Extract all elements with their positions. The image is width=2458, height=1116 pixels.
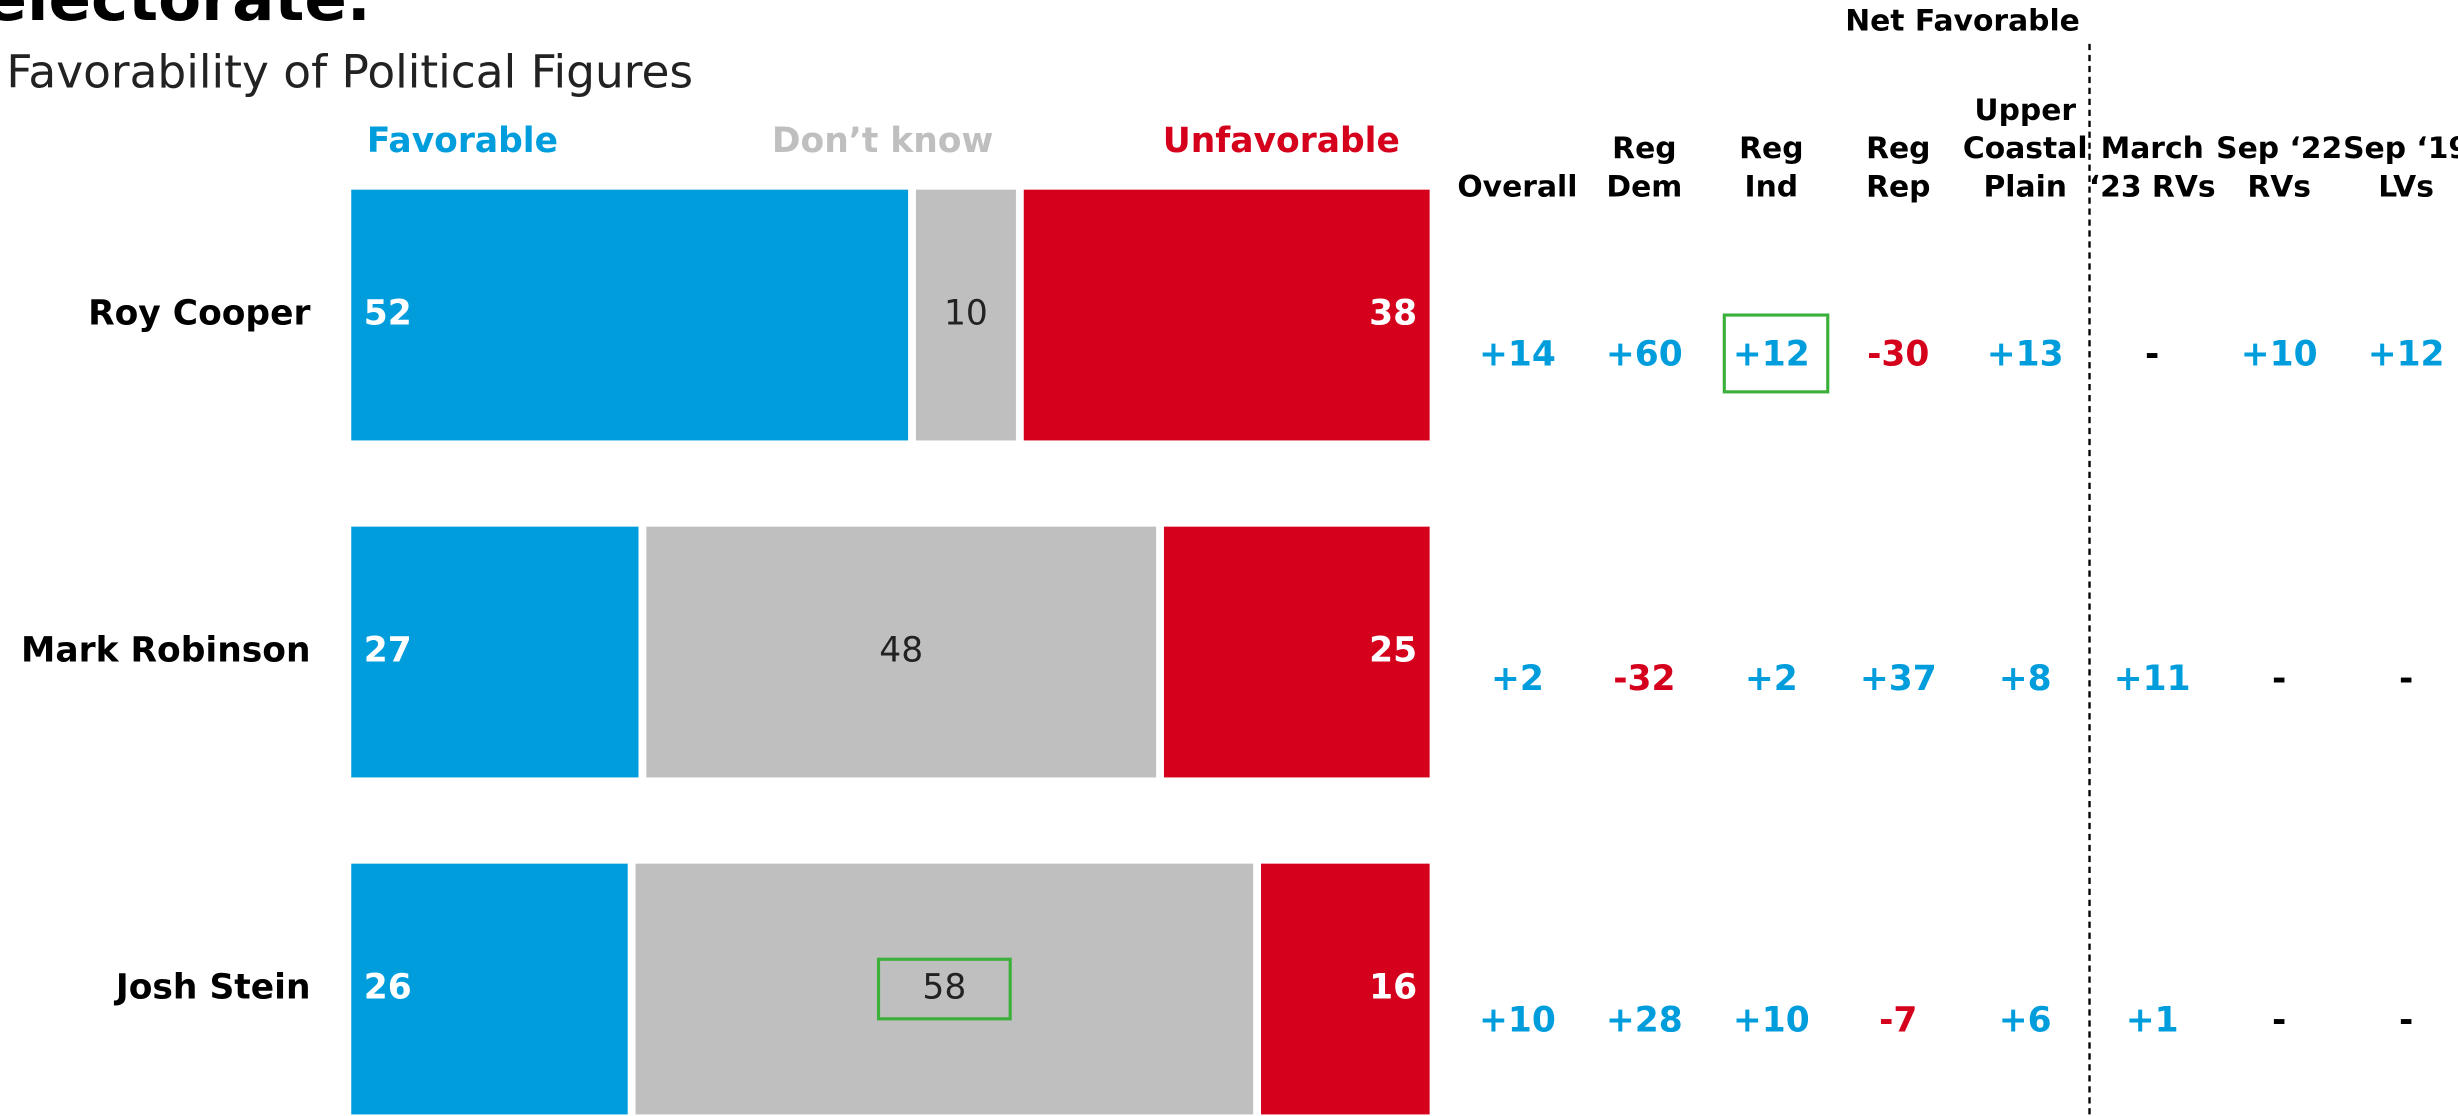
highlight [1722,313,1830,394]
column-header: LVs [2378,170,2434,205]
net-value: +2 [1491,659,1544,699]
column-header: RVs [2247,170,2311,205]
net-value: +10 [1733,1000,1810,1040]
legend-label: Don’t know [772,121,993,161]
value-label: 38 [1369,294,1417,334]
value-label: 52 [364,294,412,334]
value-label: 58 [922,968,966,1008]
value-label: 25 [1369,631,1417,671]
net-value: -30 [1867,334,1929,374]
column-header: Reg [1866,131,1930,166]
bar-segment [351,189,909,441]
net-value: - [2272,659,2286,699]
legend-label: Favorable [367,121,558,161]
column-header: Ind [1745,170,1799,205]
column-header: Reg [1739,131,1803,166]
bar-segment [646,526,1157,778]
category-label: Roy Cooper [88,294,310,334]
bar-segment [915,189,1016,441]
column-header: Sep ‘22 [2216,131,2342,166]
column-header: Reg [1612,131,1676,166]
net-value: +12 [2368,334,2445,374]
net-value: +10 [1479,1000,1556,1040]
column-header: Rep [1866,170,1930,205]
value-label: 26 [364,968,412,1008]
value-label: 10 [944,294,988,334]
column-header: Sep ‘19 [2343,131,2458,166]
bar-segment [351,526,639,778]
net-value: +28 [1606,1000,1683,1040]
net-value: +12 [1733,334,1810,374]
net-value: +1 [2126,1000,2179,1040]
net-value: - [2399,1000,2413,1040]
net-value: +11 [2114,659,2191,699]
column-header: Plain [1983,170,2067,205]
column-header: Upper [1974,93,2076,128]
bar-segment [351,863,628,1115]
column-header: Dem [1606,170,1682,205]
category-label: Josh Stein [114,968,311,1008]
net-value: - [2399,659,2413,699]
column-header: Overall [1457,170,1577,205]
column-header: ‘23 RVs [2089,170,2216,205]
category-label: Mark Robinson [21,631,310,671]
net-value: +8 [1999,659,2052,699]
net-value: -32 [1613,659,1675,699]
net-value: +2 [1745,659,1798,699]
net-value: +6 [1999,1000,2052,1040]
net-value: +10 [2241,334,2318,374]
bar-segment [1261,863,1430,1115]
net-value: +14 [1479,334,1556,374]
bar-segment [635,863,1254,1115]
net-value: - [2145,334,2159,374]
chart-subtitle: Favorability of Political Figures [6,46,693,99]
value-label: 27 [364,631,412,671]
legend-label: Unfavorable [1163,121,1400,161]
net-value: - [2272,1000,2286,1040]
net-value: +60 [1606,334,1683,374]
bar-segment [1163,526,1430,778]
highlight [876,957,1012,1021]
value-label: 16 [1369,968,1417,1008]
bar-segment [1023,189,1430,441]
net-value: +37 [1860,659,1937,699]
table-title: Net Favorable [1845,3,2080,38]
net-value: +13 [1987,334,2064,374]
chart-title: electorate. [0,0,371,35]
net-value: -7 [1879,1000,1917,1040]
column-header: March [2101,131,2204,166]
column-header: Coastal [1963,131,2088,166]
value-label: 48 [879,631,923,671]
